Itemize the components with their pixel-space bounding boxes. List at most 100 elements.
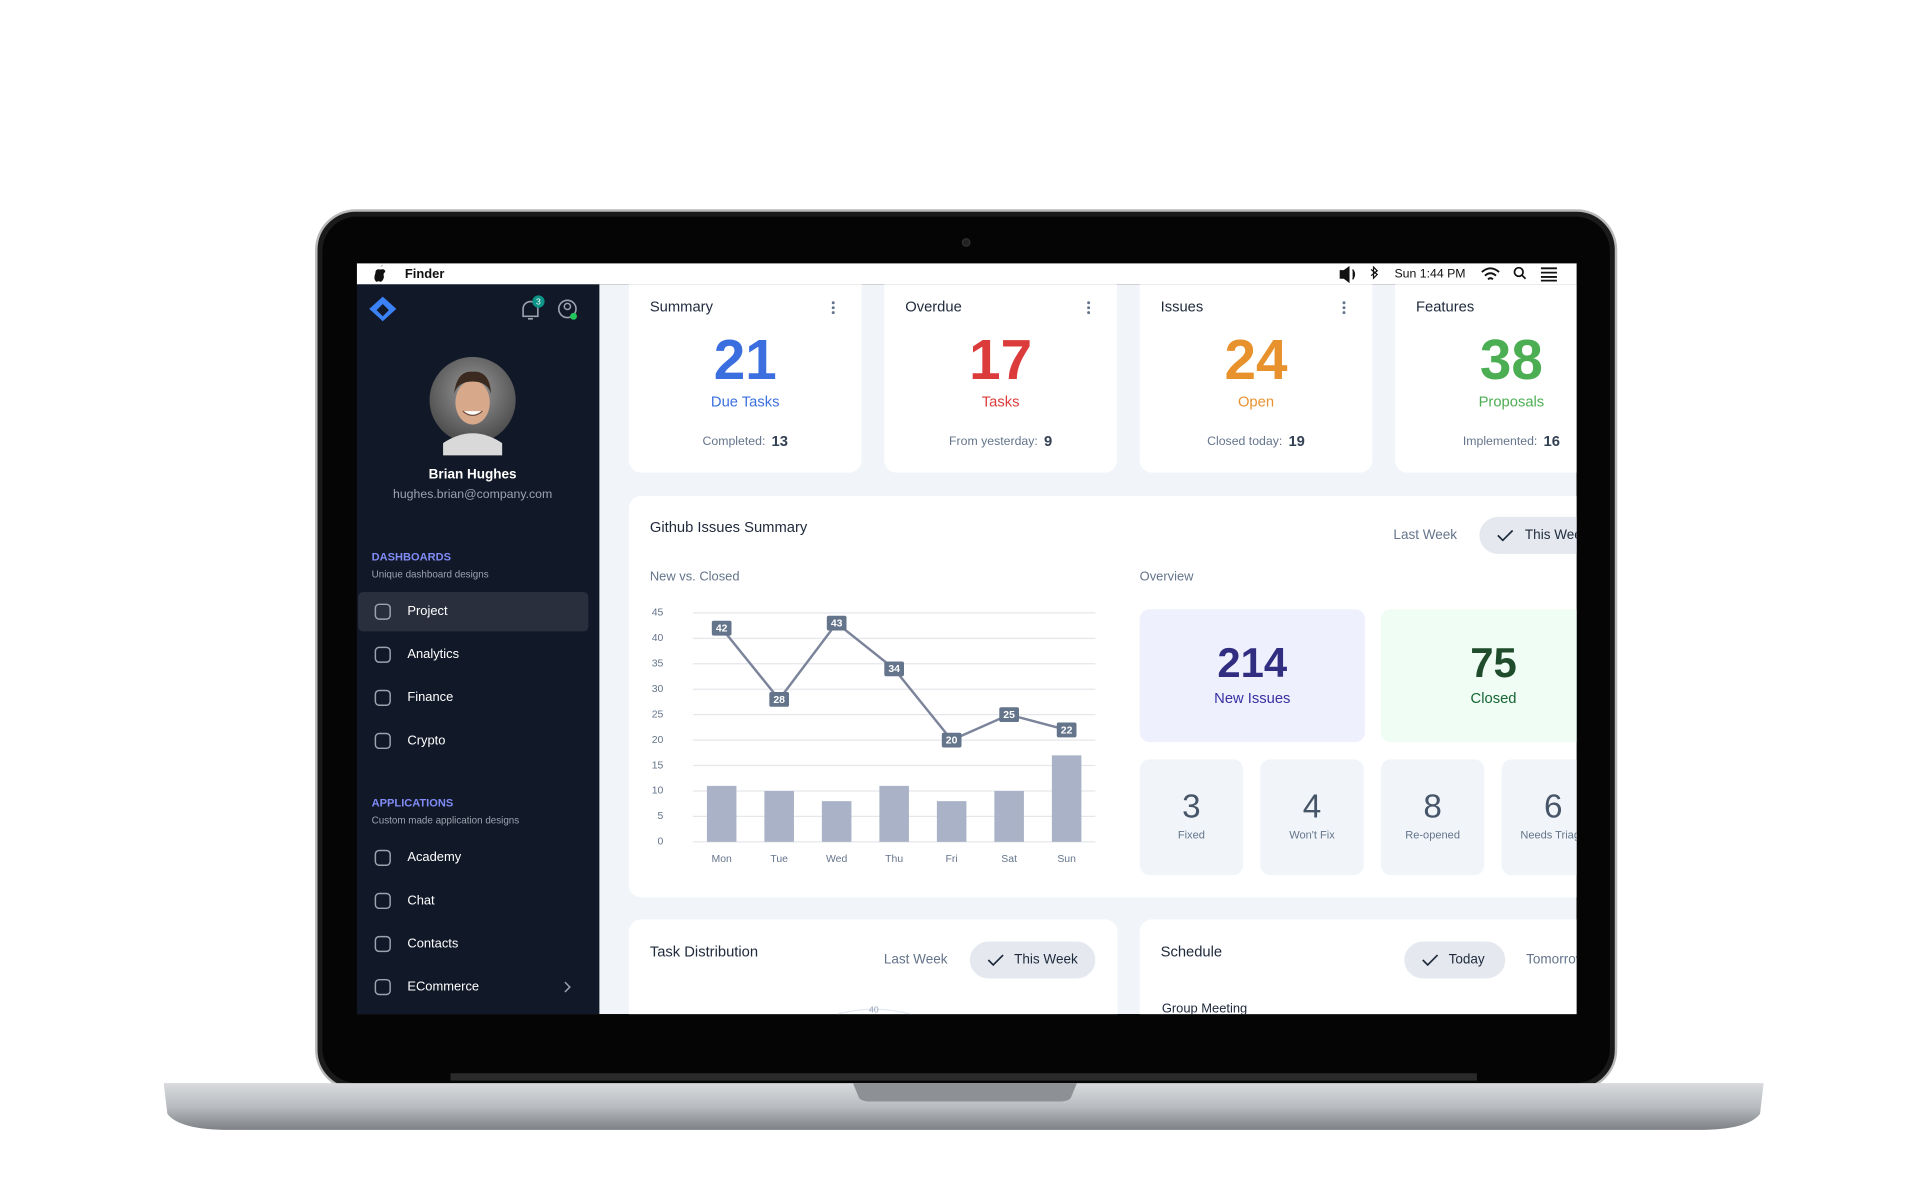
- overview-title: Overview: [1140, 569, 1194, 584]
- camera: [961, 238, 971, 247]
- stat-card: [884, 284, 1117, 473]
- menu-dot[interactable]: [831, 306, 835, 310]
- user-name: Brian Hughes: [429, 467, 517, 482]
- y-tick-label: 15: [652, 760, 664, 771]
- user-icon[interactable]: [557, 299, 577, 319]
- footer-label: Closed today:: [1207, 434, 1282, 448]
- footer-label: Completed:: [702, 434, 765, 448]
- menu-dot[interactable]: [1342, 301, 1346, 305]
- nav-item[interactable]: Contacts: [407, 935, 458, 950]
- data-label-box: [1056, 722, 1077, 738]
- tab-active[interactable]: [1479, 516, 1614, 554]
- card-footer: Closed today: 19: [1207, 434, 1305, 450]
- overview-small-label: Fixed: [1178, 830, 1205, 842]
- nav-item[interactable]: Chat: [407, 892, 435, 907]
- nav-group-title: APPLICATIONS: [372, 798, 454, 810]
- card-footer: Implemented: 16: [1463, 434, 1560, 450]
- avatar-face: [455, 380, 490, 425]
- x-tick-label: Sun: [1057, 854, 1076, 865]
- y-tick-label: 10: [652, 786, 664, 797]
- overview-small-card: [1139, 759, 1244, 876]
- bar: [821, 801, 852, 842]
- overview: 214 New Issues 75 Closed 3 Fixed 4 Won't Fix 8 Re…: [1139, 609, 1586, 876]
- card-title: Overdue: [905, 300, 962, 316]
- hinge: [450, 1073, 1477, 1081]
- bluetooth-icon: [1370, 265, 1379, 280]
- status-dot: [570, 312, 577, 320]
- card-label: Tasks: [982, 394, 1020, 410]
- tab-label: This Week: [1014, 952, 1078, 967]
- card-title: Issues: [1161, 300, 1204, 316]
- tab-active[interactable]: [969, 941, 1096, 979]
- bar: [879, 785, 909, 842]
- y-tick-label: 30: [652, 684, 664, 695]
- nav-item[interactable]: Analytics: [407, 646, 459, 661]
- x-tick-label: Wed: [826, 854, 847, 865]
- notification-badge: [532, 295, 545, 308]
- card-title: Summary: [650, 300, 714, 316]
- y-tick-label: 45: [652, 608, 664, 619]
- nav-item[interactable]: Academy: [407, 849, 461, 864]
- x-tick-label: Fri: [946, 854, 958, 865]
- nav-icon: [374, 849, 391, 866]
- overview-card: [1139, 609, 1365, 743]
- nav-item[interactable]: ECommerce: [407, 978, 479, 993]
- card-value: 38: [1480, 328, 1543, 391]
- menu-dot[interactable]: [831, 301, 835, 305]
- menu-dot[interactable]: [1087, 301, 1091, 305]
- nav-icon: [374, 935, 391, 953]
- nav-icon: [374, 603, 391, 620]
- nav-item[interactable]: Finance: [407, 689, 453, 704]
- menu-dot[interactable]: [1087, 311, 1091, 315]
- tab[interactable]: Last Week: [884, 952, 948, 967]
- data-label: 43: [831, 618, 843, 629]
- tab-active[interactable]: [1404, 941, 1506, 979]
- data-label: 34: [888, 664, 900, 675]
- y-tick-label: 35: [652, 659, 664, 670]
- check-icon: [1422, 954, 1439, 967]
- overview-small-label: Re-opened: [1405, 830, 1460, 842]
- bell-icon[interactable]: [522, 300, 539, 320]
- menu-dot[interactable]: [1342, 311, 1346, 315]
- radar-grid: [836, 1008, 911, 1015]
- panel-title: Schedule: [1161, 945, 1223, 961]
- tab[interactable]: Last Week: [1393, 527, 1457, 542]
- data-label: 42: [716, 624, 728, 635]
- chart-subtitle: New vs. Closed: [650, 569, 740, 584]
- user-icon-head: [563, 302, 572, 311]
- nav-item[interactable]: Project: [407, 603, 448, 618]
- overview-small-card: [1501, 759, 1577, 876]
- data-label: 20: [946, 735, 958, 746]
- nav-item[interactable]: Crypto: [407, 732, 445, 747]
- menu-dot[interactable]: [1342, 306, 1346, 310]
- data-label-box: [884, 661, 904, 677]
- card-label: Open: [1238, 394, 1274, 410]
- data-label-box: [711, 620, 732, 636]
- radar-tick: 40: [869, 1005, 879, 1015]
- schedule-item[interactable]: Group Meeting: [1162, 1001, 1247, 1016]
- overview-small-value: 8: [1423, 788, 1441, 825]
- laptop-base: [163, 1083, 1764, 1130]
- list-icon: [1540, 267, 1557, 282]
- panel-title: Task Distribution: [650, 945, 758, 961]
- overview-small-card: [1260, 759, 1364, 876]
- navigation: DASHBOARDS Unique dashboard designs Projec…: [358, 551, 589, 996]
- avatar-hair: [454, 371, 492, 394]
- card-value: 17: [969, 328, 1032, 391]
- check-icon: [987, 954, 1004, 967]
- y-tick-label: 20: [652, 735, 664, 746]
- clock: Sun 1:44 PM: [1394, 267, 1465, 281]
- data-label: 22: [1061, 725, 1073, 736]
- footer-label: Implemented:: [1463, 434, 1538, 448]
- panel-title: Github Issues Summary: [650, 520, 808, 536]
- card-footer: From yesterday: 9: [949, 434, 1052, 450]
- bar: [764, 790, 794, 842]
- tab[interactable]: Tomorrow: [1526, 952, 1586, 967]
- data-label-box: [941, 732, 962, 748]
- menu-dot[interactable]: [831, 311, 835, 315]
- overview-small-label: Needs Triage: [1520, 830, 1586, 842]
- nav-group-subtitle: Unique dashboard designs: [372, 569, 489, 580]
- overview-label: Closed: [1471, 691, 1517, 707]
- menu-dot[interactable]: [1087, 306, 1091, 310]
